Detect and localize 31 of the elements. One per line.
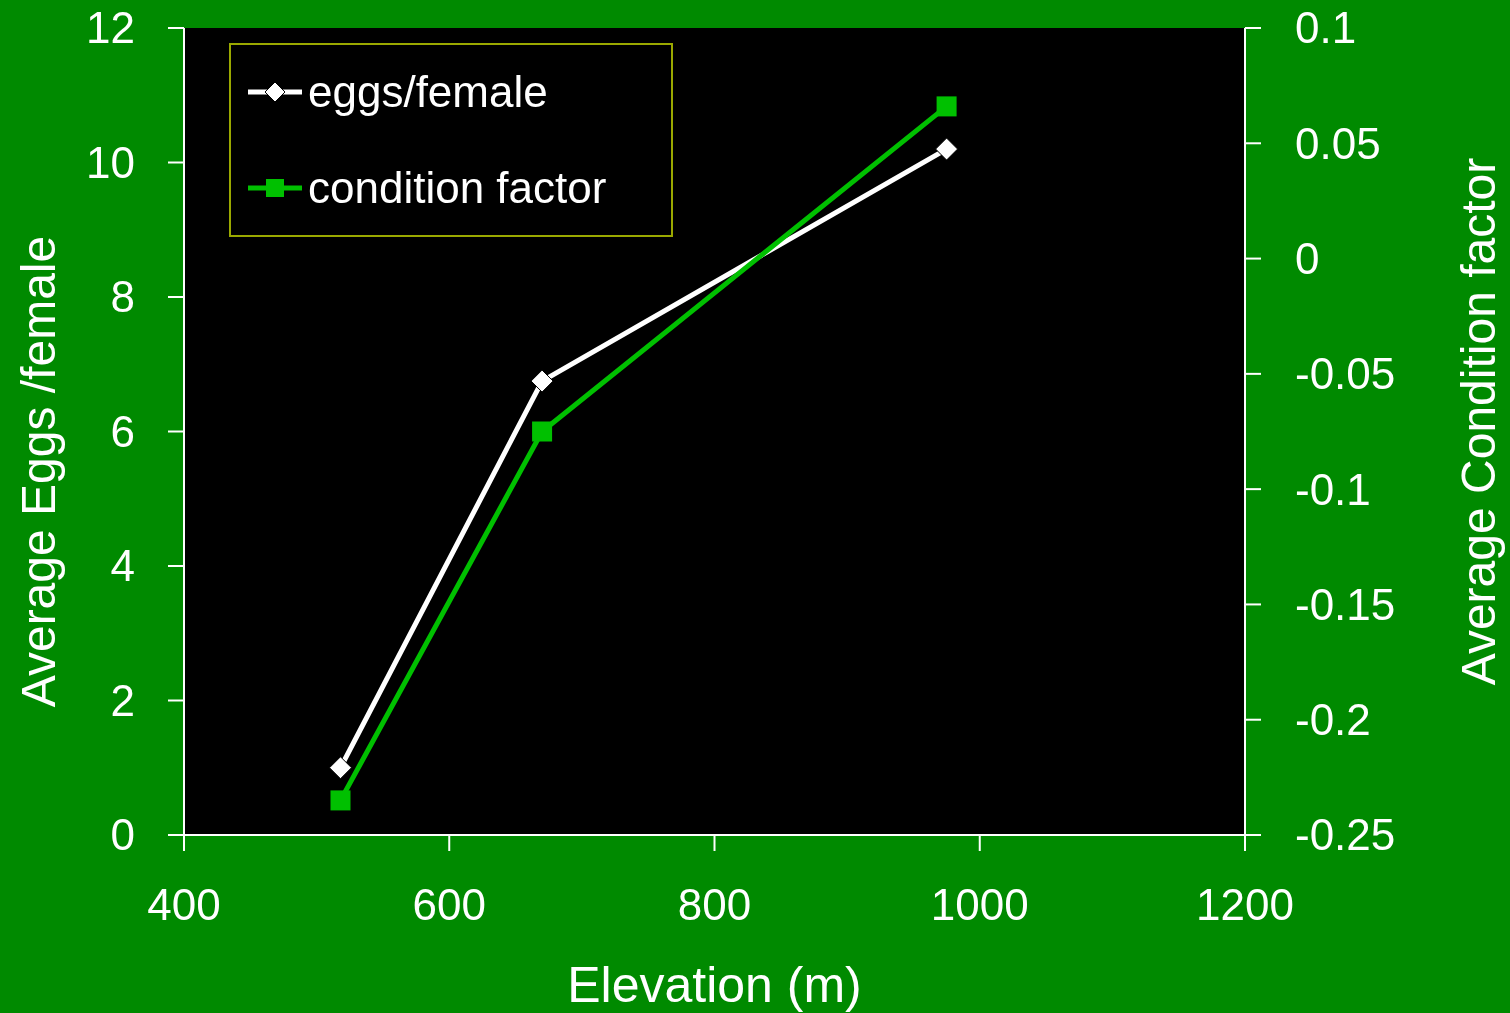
y2-tick-label: -0.25 [1295, 810, 1396, 860]
y-tick-label: 0 [110, 810, 135, 860]
y-tick-label: 4 [110, 541, 135, 591]
legend-label: condition factor [308, 163, 607, 213]
y2-axis-title: Average Condition factor [1452, 157, 1505, 686]
x-tick-label: 400 [147, 880, 221, 929]
y-tick-label: 8 [110, 272, 135, 322]
point [935, 137, 959, 161]
y2-tick-label: -0.1 [1295, 464, 1371, 514]
x-axis-title: Elevation (m) [567, 957, 862, 1013]
y2-tick-label: -0.15 [1295, 579, 1396, 629]
point [329, 756, 352, 780]
y2-tick-label: 0.1 [1295, 3, 1357, 53]
x-tick-label: 1000 [930, 880, 1029, 929]
y2-tick-label: 0.05 [1295, 118, 1381, 168]
point [532, 421, 553, 442]
legend-label: eggs/female [308, 67, 548, 117]
point [330, 790, 351, 811]
y-tick-label: 12 [86, 3, 135, 53]
y2-tick-label: -0.05 [1295, 349, 1396, 399]
y-tick-label: 6 [110, 406, 135, 456]
y2-tick-label: 0 [1295, 233, 1320, 283]
y-axis-title: Average Eggs /female [12, 235, 65, 708]
point [530, 369, 554, 393]
x-tick-label: 600 [412, 880, 486, 929]
point [936, 96, 957, 117]
y2-tick-label: -0.2 [1295, 695, 1371, 745]
x-tick-label: 1200 [1196, 880, 1294, 929]
y-tick-label: 10 [86, 137, 135, 187]
y-tick-label: 2 [110, 675, 135, 725]
x-tick-label: 800 [677, 880, 752, 929]
